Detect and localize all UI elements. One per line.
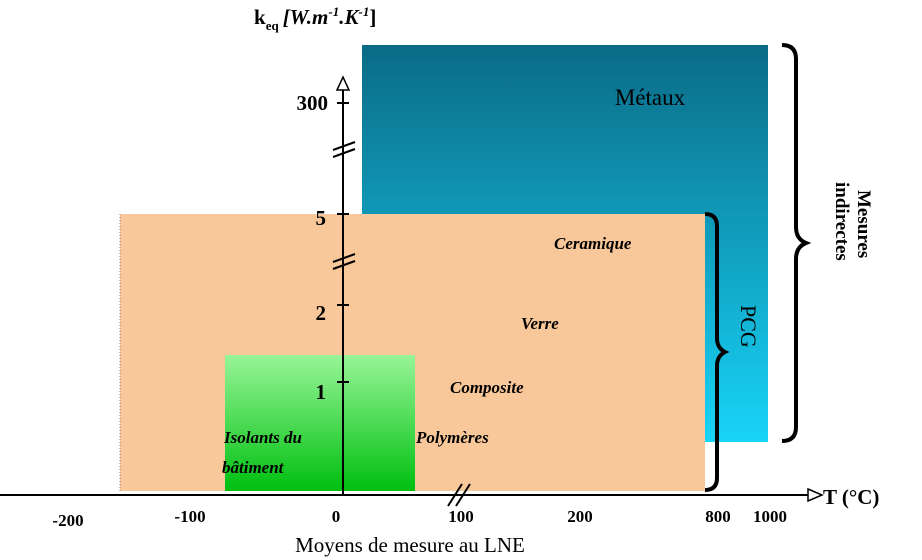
y-axis-title: keq [W.m-1.K-1] [254,4,376,33]
region-label: Polymères [415,428,489,447]
region-label: Métaux [615,85,686,110]
exponent: -1 [328,4,339,19]
x-tick-label: 200 [567,507,593,526]
x-tick-label: -100 [174,507,205,526]
y-arrow [335,75,351,91]
x-arrow [807,487,824,503]
unit: [W.m [283,5,329,29]
subscript: eq [266,18,280,33]
brace-label: Mesures [853,190,874,258]
exponent: -1 [359,4,370,19]
y-tick-label: 1 [316,380,327,404]
unit: .K [339,5,360,29]
region-label: Composite [450,378,524,397]
y-ticks: 300 5 2 1 [297,91,329,404]
y-tick-marks [337,102,349,383]
axis-breaks [332,141,471,507]
material-labels: Ceramique Verre Composite Polymères Isol… [222,234,632,477]
brace-label: indirectes [831,182,852,261]
x-axis-title: T (°C) [823,485,879,509]
indirect-brace [781,43,812,443]
x-tick-label: 800 [705,507,731,526]
y-tick-label: 2 [316,301,327,325]
x-tick-label: -200 [52,511,83,530]
bracket: ] [369,5,376,29]
x-tick-label: 0 [332,507,341,526]
pcg-brace [704,212,730,492]
region-label: bâtiment [222,458,285,477]
caption: Moyens de mesure au LNE [295,533,525,557]
y-tick-label: 300 [297,91,329,115]
region-label: Verre [521,314,559,333]
x-ticks: -200 -100 0 100 200 800 1000 [52,507,787,530]
y-tick-label: 5 [316,206,327,230]
region-label: PCG [736,305,761,348]
region-label: Ceramique [554,234,632,253]
region-label: Isolants du [223,428,302,447]
insulation-region [225,355,415,491]
x-tick-label: 100 [448,507,474,526]
x-tick-label: 1000 [753,507,787,526]
symbol: k [254,5,266,29]
